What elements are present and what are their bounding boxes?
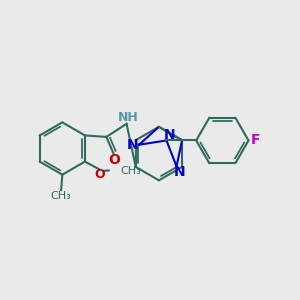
Text: O: O — [95, 168, 105, 181]
Text: CH₃: CH₃ — [51, 191, 71, 201]
Text: N: N — [164, 128, 176, 142]
Text: CH₃: CH₃ — [120, 166, 141, 176]
Text: N: N — [126, 138, 138, 152]
Text: NH: NH — [118, 111, 139, 124]
Text: F: F — [250, 134, 260, 148]
Text: O: O — [108, 153, 120, 167]
Text: N: N — [174, 165, 185, 179]
